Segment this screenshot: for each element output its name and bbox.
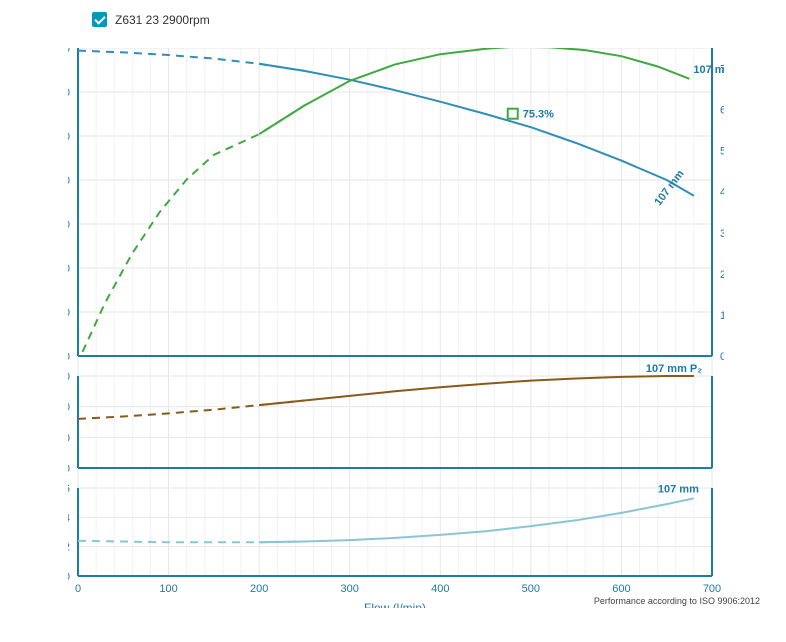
plot-area: 0100200300400500600700050100150200250300… <box>68 48 724 576</box>
svg-text:300: 300 <box>341 583 359 595</box>
svg-text:107 mm P₂: 107 mm P₂ <box>646 363 702 375</box>
svg-text:200: 200 <box>68 175 70 187</box>
svg-text:75.3%: 75.3% <box>523 109 554 121</box>
svg-text:350: 350 <box>68 48 70 55</box>
svg-text:4: 4 <box>68 512 70 524</box>
svg-text:100: 100 <box>68 263 70 275</box>
svg-text:107 mm η: 107 mm η <box>693 64 724 76</box>
legend-label: Z631 23 2900rpm <box>115 13 210 27</box>
svg-text:0: 0 <box>720 351 724 363</box>
svg-text:500: 500 <box>522 583 540 595</box>
svg-text:600: 600 <box>612 583 630 595</box>
svg-text:150: 150 <box>68 219 70 231</box>
svg-text:250: 250 <box>68 131 70 143</box>
svg-text:100: 100 <box>159 583 177 595</box>
svg-text:60: 60 <box>720 105 724 117</box>
svg-text:0: 0 <box>68 571 70 583</box>
svg-text:6: 6 <box>68 483 70 495</box>
legend: Z631 23 2900rpm <box>92 12 210 27</box>
legend-checkbox[interactable] <box>92 12 107 27</box>
svg-text:50: 50 <box>68 307 70 319</box>
svg-text:30: 30 <box>720 228 724 240</box>
svg-text:20: 20 <box>68 402 70 414</box>
svg-text:10: 10 <box>68 432 70 444</box>
svg-text:0: 0 <box>75 583 81 595</box>
chart-container: Z631 23 2900rpm 010020030040050060070005… <box>0 0 786 642</box>
svg-text:200: 200 <box>250 583 268 595</box>
svg-text:300: 300 <box>68 87 70 99</box>
chart-svg: 0100200300400500600700050100150200250300… <box>68 48 724 608</box>
svg-text:0: 0 <box>68 463 70 475</box>
footnote: Performance according to ISO 9906:2012 <box>594 596 760 606</box>
svg-text:20: 20 <box>720 269 724 281</box>
svg-text:30: 30 <box>68 371 70 383</box>
svg-text:10: 10 <box>720 310 724 322</box>
svg-text:2: 2 <box>68 542 70 554</box>
svg-text:107 mm: 107 mm <box>658 483 699 495</box>
svg-text:700: 700 <box>703 583 721 595</box>
svg-text:400: 400 <box>431 583 449 595</box>
svg-text:40: 40 <box>720 187 724 199</box>
svg-text:Flow (l/min): Flow (l/min) <box>364 601 426 608</box>
svg-text:50: 50 <box>720 146 724 158</box>
svg-text:0: 0 <box>68 351 70 363</box>
